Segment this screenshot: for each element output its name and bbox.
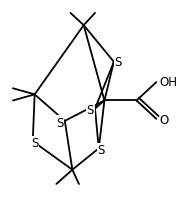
Text: OH: OH [159,76,177,89]
Text: S: S [31,136,38,149]
Text: O: O [159,114,168,127]
Text: S: S [56,116,64,129]
Text: S: S [97,144,105,157]
Text: S: S [115,56,122,69]
Text: S: S [87,104,94,116]
